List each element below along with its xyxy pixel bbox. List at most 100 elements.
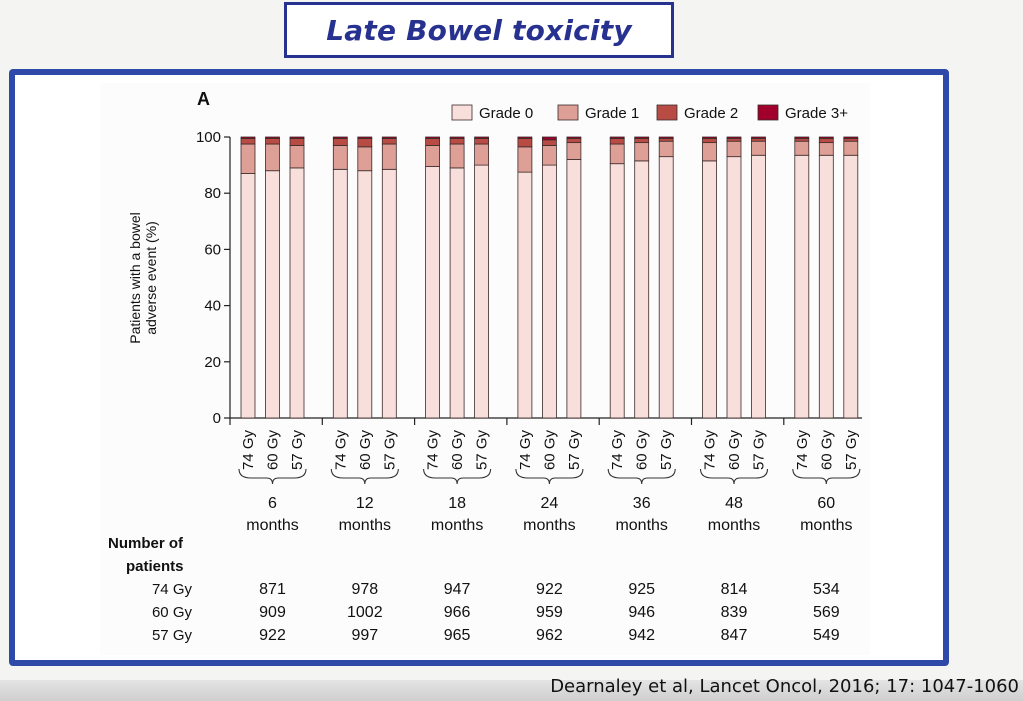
bar-grade3 bbox=[843, 136, 859, 139]
x-dose-label: 57 Gy bbox=[381, 430, 398, 471]
patients-count: 997 bbox=[351, 627, 378, 644]
bar-grade1 bbox=[425, 145, 441, 167]
patients-count: 909 bbox=[259, 604, 286, 621]
x-dose-label: 60 Gy bbox=[726, 430, 743, 471]
bar-grade3 bbox=[381, 136, 397, 139]
group-brace bbox=[699, 468, 769, 485]
bar-grade1 bbox=[702, 142, 717, 162]
x-dose-label: 74 Gy bbox=[517, 430, 534, 471]
bar-grade0 bbox=[751, 154, 766, 419]
x-group-label: 6 bbox=[268, 495, 277, 512]
bar-grade2 bbox=[818, 138, 834, 144]
x-group-sublabel: months bbox=[708, 517, 760, 534]
x-group-sublabel: months bbox=[615, 517, 667, 534]
patients-count: 922 bbox=[259, 627, 286, 644]
patients-count: 922 bbox=[536, 581, 563, 598]
patients-count: 814 bbox=[721, 581, 748, 598]
x-dose-label: 60 Gy bbox=[541, 430, 558, 471]
legend-swatch bbox=[557, 104, 579, 121]
x-dose-label: 57 Gy bbox=[751, 430, 768, 471]
y-tick-label: 100 bbox=[196, 129, 221, 146]
bar-grade3 bbox=[609, 136, 625, 139]
legend-swatch bbox=[451, 104, 473, 121]
bar-grade2 bbox=[609, 138, 625, 145]
bar-grade1 bbox=[818, 142, 834, 156]
x-dose-label: 60 Gy bbox=[449, 430, 466, 471]
figure-frame: A 0 20 40 60 80 100 Patients with a boweladvers… bbox=[9, 69, 949, 666]
bar-grade0 bbox=[265, 170, 280, 419]
bar-grade3 bbox=[357, 136, 373, 139]
bar-grade2 bbox=[751, 138, 766, 142]
patients-count: 965 bbox=[444, 627, 471, 644]
patients-count: 959 bbox=[536, 604, 563, 621]
legend-label: Grade 3+ bbox=[785, 105, 848, 122]
bar-grade1 bbox=[332, 145, 348, 170]
bar-grade1 bbox=[658, 140, 674, 158]
group-brace bbox=[792, 468, 861, 485]
bar-grade2 bbox=[289, 138, 305, 146]
slide-title-box: Late Bowel toxicity bbox=[284, 2, 674, 58]
bar-grade3 bbox=[751, 136, 766, 139]
slide-title: Late Bowel toxicity bbox=[326, 13, 632, 47]
bar-grade1 bbox=[449, 143, 465, 169]
citation: Dearnaley et al, Lancet Oncol, 2016; 17:… bbox=[550, 676, 1019, 697]
bar-grade2 bbox=[794, 138, 810, 142]
bar-grade3 bbox=[634, 136, 650, 139]
y-tick-label: 0 bbox=[213, 410, 221, 427]
bar-grade0 bbox=[634, 160, 650, 419]
bar-grade2 bbox=[425, 138, 441, 146]
bar-grade1 bbox=[289, 145, 305, 169]
bar-grade0 bbox=[794, 154, 810, 419]
group-brace bbox=[423, 468, 492, 485]
x-group-sublabel: months bbox=[431, 517, 483, 534]
patients-count: 966 bbox=[444, 604, 471, 621]
patients-count: 1002 bbox=[347, 604, 383, 621]
group-brace bbox=[607, 468, 676, 485]
bar-grade0 bbox=[240, 173, 256, 419]
x-group-label: 60 bbox=[817, 495, 835, 512]
bar-grade0 bbox=[381, 168, 397, 419]
y-axis-label: Patients with a boweladverse event (%) bbox=[127, 212, 159, 344]
bar-grade1 bbox=[357, 146, 373, 172]
bar-grade3 bbox=[332, 136, 348, 139]
bar-grade0 bbox=[843, 154, 859, 419]
x-dose-label: 60 Gy bbox=[265, 430, 282, 471]
bar-grade1 bbox=[265, 143, 280, 172]
bar-grade2 bbox=[702, 138, 717, 144]
patients-count: 871 bbox=[259, 581, 286, 598]
bar-grade2 bbox=[357, 138, 373, 148]
bar-grade3 bbox=[265, 136, 280, 139]
bar-grade0 bbox=[726, 156, 742, 419]
x-dose-label: 74 Gy bbox=[609, 430, 626, 471]
bar-grade3 bbox=[425, 136, 441, 139]
bar-grade2 bbox=[634, 138, 650, 144]
patients-row-label: 74 Gy bbox=[152, 581, 193, 598]
bar-grade2 bbox=[332, 138, 348, 146]
patients-count: 946 bbox=[628, 604, 655, 621]
y-axis-label-line: Patients with a bowel bbox=[127, 212, 143, 344]
x-group-label: 12 bbox=[356, 495, 374, 512]
patients-count: 978 bbox=[351, 581, 378, 598]
patients-table-title: Number of bbox=[108, 535, 184, 552]
panel-label: A bbox=[197, 89, 210, 109]
x-dose-label: 74 Gy bbox=[794, 430, 811, 471]
x-dose-label: 74 Gy bbox=[240, 430, 257, 471]
x-group-sublabel: months bbox=[523, 517, 575, 534]
x-dose-label: 74 Gy bbox=[702, 430, 719, 471]
bar-grade3 bbox=[658, 136, 674, 139]
x-group-sublabel: months bbox=[800, 517, 852, 534]
bar-grade2 bbox=[843, 138, 859, 142]
bar-grade2 bbox=[517, 138, 533, 148]
bar-grade2 bbox=[474, 138, 490, 145]
x-dose-label: 74 Gy bbox=[332, 430, 349, 471]
bar-grade3 bbox=[517, 136, 533, 139]
y-tick-label: 40 bbox=[204, 298, 221, 315]
bar-grade1 bbox=[794, 140, 810, 156]
bar-grade0 bbox=[566, 159, 582, 419]
x-dose-label: 74 Gy bbox=[425, 430, 442, 471]
y-axis-label-line: adverse event (%) bbox=[143, 221, 159, 335]
bar-grade2 bbox=[541, 139, 557, 146]
bar-grade1 bbox=[634, 142, 650, 162]
chart-figure: A 0 20 40 60 80 100 Patients with a boweladvers… bbox=[100, 83, 877, 655]
stacked-bar-chart: A 0 20 40 60 80 100 Patients with a boweladvers… bbox=[108, 89, 877, 644]
